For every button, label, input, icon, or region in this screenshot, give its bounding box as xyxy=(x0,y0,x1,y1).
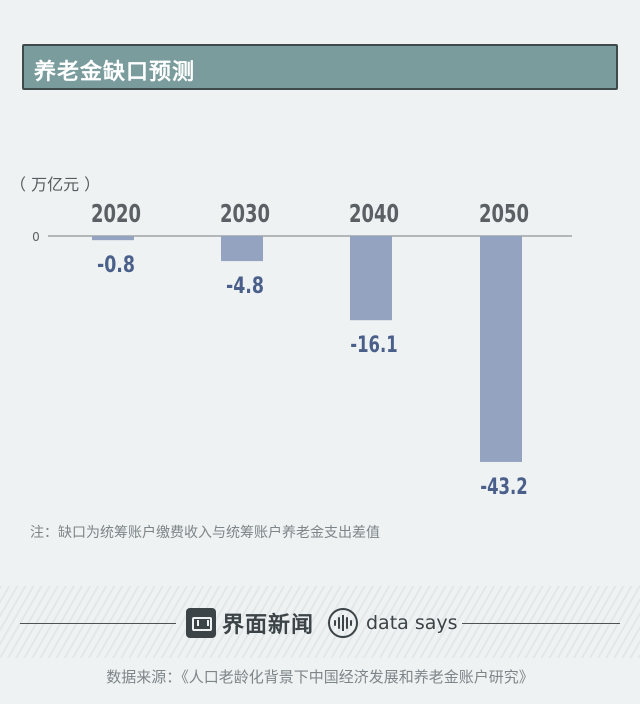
title-bar: 养老金缺口预测 xyxy=(22,44,618,90)
bar-2020 xyxy=(92,236,134,241)
bar-2040 xyxy=(350,236,392,321)
category-label-2040: 2040 xyxy=(349,199,399,228)
waveform-icon xyxy=(328,608,358,638)
brand-data-says: data says xyxy=(328,606,458,640)
footnote: 注：缺口为统筹账户缴费收入与统筹账户养老金支出差值 xyxy=(30,525,380,541)
value-label-2020: -0.8 xyxy=(97,253,135,278)
value-label-2030: -4.8 xyxy=(226,274,264,299)
category-label-2020: 2020 xyxy=(91,199,141,228)
data-says-text: data says xyxy=(366,612,458,634)
value-label-2050: -43.2 xyxy=(480,475,528,500)
category-label-2030: 2030 xyxy=(220,199,270,228)
y-tick-zero: 0 xyxy=(32,230,40,244)
footer-band xyxy=(0,586,640,658)
category-label-2050: 2050 xyxy=(479,199,529,228)
brand-name: 界面新闻 xyxy=(222,613,315,638)
chart-title: 养老金缺口预测 xyxy=(34,60,196,85)
bar-2050 xyxy=(480,236,522,462)
bar-chart: 0 2020 -0.8 2030 -4.8 2040 -16.1 2050 -43.2 xyxy=(32,199,572,500)
value-label-2040: -16.1 xyxy=(350,333,398,358)
brand-jiemian: 界面新闻 xyxy=(186,606,314,640)
bar-2030 xyxy=(221,236,263,262)
data-source: 数据来源：《人口老龄化背景下中国经济发展和养老金账户研究》 xyxy=(106,668,534,686)
jiemian-logo-icon xyxy=(186,608,216,638)
footer-divider-left xyxy=(20,623,176,624)
footer-divider-right xyxy=(462,623,620,624)
unit-label: （ 万亿元 ） xyxy=(10,175,101,194)
